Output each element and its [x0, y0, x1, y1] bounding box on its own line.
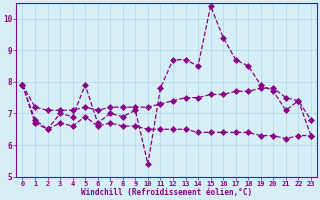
X-axis label: Windchill (Refroidissement éolien,°C): Windchill (Refroidissement éolien,°C)	[81, 188, 252, 197]
